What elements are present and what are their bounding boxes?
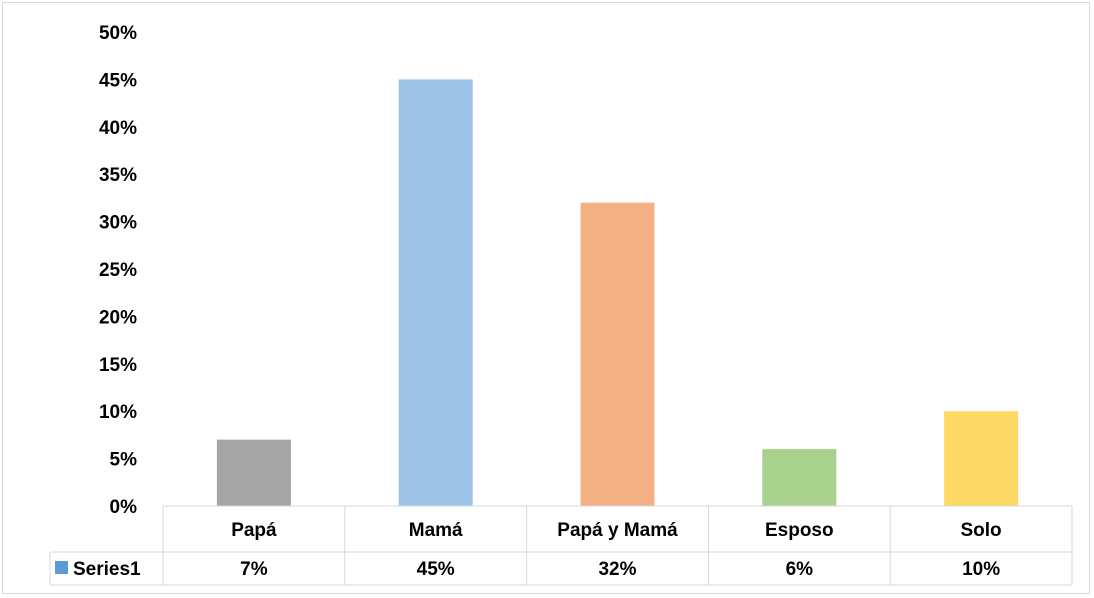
y-tick-label: 50%	[99, 23, 137, 44]
legend-row: Series1	[55, 559, 141, 580]
bars	[216, 79, 1019, 507]
value-label: 7%	[240, 559, 268, 580]
value-label: 10%	[962, 559, 1000, 580]
y-tick-label: 30%	[99, 213, 137, 234]
category-labels: Papá Mamá Papá y Mamá Esposo Solo	[231, 520, 1001, 541]
legend-label-series1: Series1	[73, 559, 141, 580]
bar	[398, 79, 473, 507]
y-tick-label: 20%	[99, 307, 137, 328]
value-label: 32%	[598, 559, 636, 580]
bar	[944, 411, 1019, 506]
category-label: Papá y Mamá	[557, 520, 678, 541]
value-label: 6%	[786, 559, 814, 580]
y-tick-label: 5%	[110, 450, 138, 471]
y-axis-ticks: 0% 5% 10% 15% 20% 25% 30% 35% 40% 45% 50%	[99, 23, 137, 518]
y-tick-label: 40%	[99, 118, 137, 139]
bar	[580, 202, 655, 506]
legend-marker	[55, 561, 68, 574]
bar	[762, 449, 837, 506]
y-tick-label: 10%	[99, 402, 137, 423]
data-table-values: 7% 45% 32% 6% 10%	[240, 559, 1000, 580]
category-label: Mamá	[409, 520, 463, 541]
y-tick-label: 0%	[110, 497, 138, 518]
category-label: Papá	[231, 520, 277, 541]
data-table-grid	[49, 505, 1073, 586]
y-tick-label: 35%	[99, 165, 137, 186]
bar	[216, 439, 291, 506]
y-tick-label: 15%	[99, 355, 137, 376]
category-label: Solo	[961, 520, 1002, 541]
value-label: 45%	[417, 559, 455, 580]
y-tick-label: 45%	[99, 70, 137, 91]
category-label: Esposo	[765, 520, 834, 541]
y-tick-label: 25%	[99, 260, 137, 281]
